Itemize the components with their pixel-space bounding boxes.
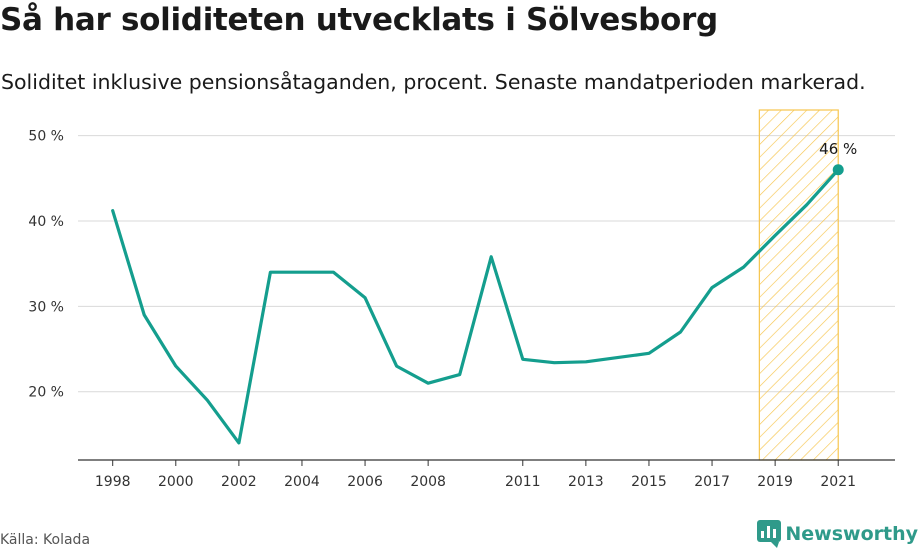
- x-tick-label: 2019: [757, 474, 793, 490]
- y-tick-label: 50 %: [28, 129, 64, 145]
- y-tick-label: 40 %: [28, 214, 64, 230]
- x-tick-label: 2017: [694, 474, 730, 490]
- bar-chart-speech-icon: [757, 520, 782, 548]
- y-tick-label: 20 %: [28, 385, 64, 401]
- chart-subtitle: Soliditet inklusive pensionsåtaganden, p…: [1, 70, 866, 94]
- x-tick-label: 1998: [95, 474, 131, 490]
- x-tick-label: 2006: [347, 474, 383, 490]
- chart-title: Så har soliditeten utvecklats i Sölvesbo…: [0, 2, 718, 38]
- last-point-marker: [832, 164, 844, 176]
- x-tick-label: 2015: [631, 474, 667, 490]
- x-tick-label: 2011: [505, 474, 541, 490]
- x-tick-label: 2002: [221, 474, 257, 490]
- x-tick-label: 2004: [284, 474, 320, 490]
- x-tick-label: 2021: [820, 474, 856, 490]
- y-tick-label: 30 %: [28, 299, 64, 315]
- source-note: Källa: Kolada: [0, 532, 91, 548]
- last-value-label: 46 %: [819, 140, 857, 158]
- highlight-band: [758, 109, 839, 461]
- series-line: [111, 168, 840, 445]
- x-tick-label: 2000: [158, 474, 194, 490]
- mandate-period-highlight: [758, 109, 839, 461]
- x-tick-label: 2008: [410, 474, 446, 490]
- x-tick-label: 2013: [568, 474, 604, 490]
- y-axis-labels: 20 % 30 % 40 % 50 %: [28, 129, 64, 401]
- brand-name: Newsworthy: [785, 523, 918, 545]
- line-chart: 1998 2000 2002 2004 2006 2008 2011 2013 2015 2017…: [28, 109, 895, 490]
- series-layer: 46 %: [111, 140, 857, 445]
- brand-logo: Newsworthy: [757, 520, 918, 548]
- x-axis: 1998 2000 2002 2004 2006 2008 2011 2013 2015 2017…: [78, 459, 895, 490]
